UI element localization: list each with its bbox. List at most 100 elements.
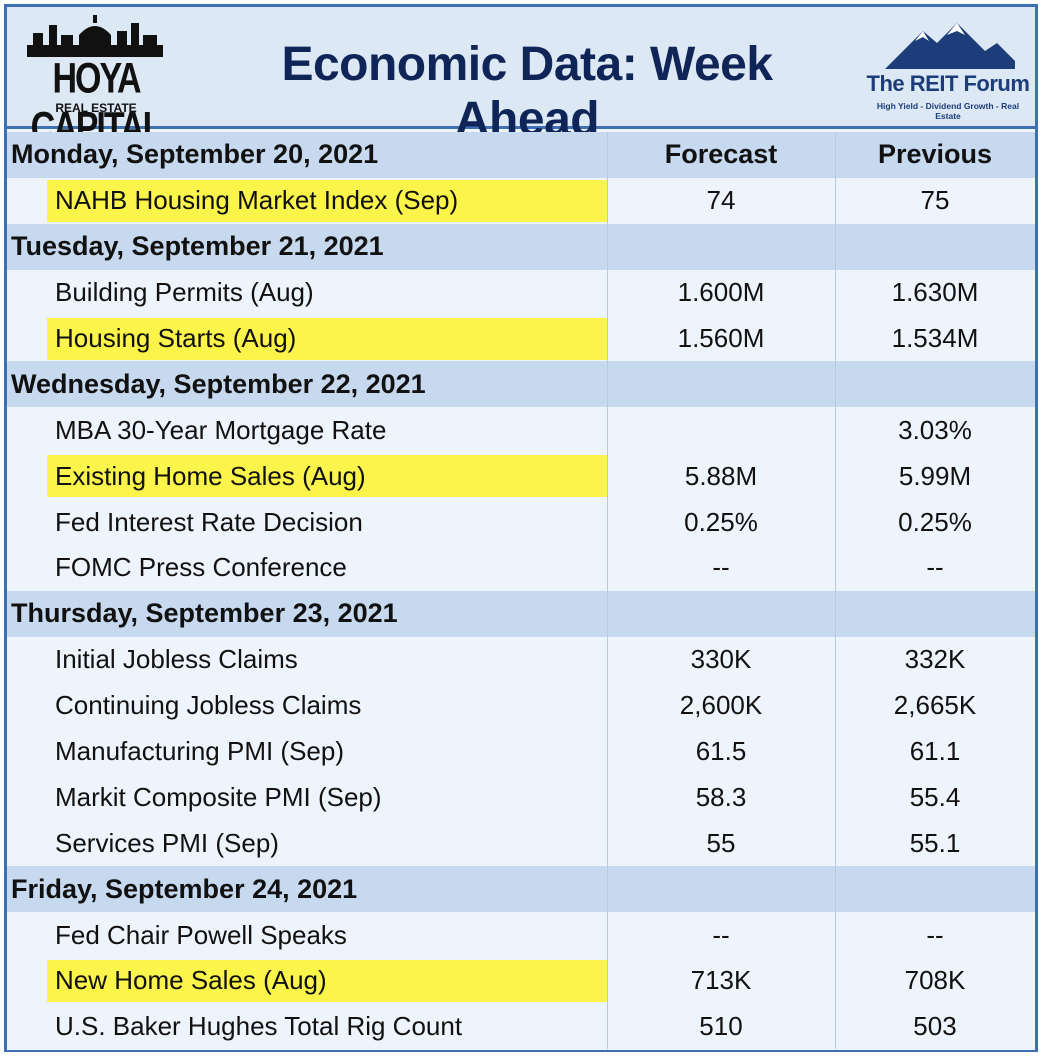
day-header-row: Tuesday, September 21, 2021 <box>7 223 1035 270</box>
event-name-cell: Services PMI (Sep) <box>7 820 607 866</box>
forecast-value: 1.600M <box>677 277 765 308</box>
header: HOYA CAPITAL REAL ESTATE Economic Data: … <box>7 7 1035 151</box>
event-name: Manufacturing PMI (Sep) <box>55 736 345 767</box>
event-name: Markit Composite PMI (Sep) <box>55 781 382 812</box>
event-name-cell: Initial Jobless Claims <box>7 637 607 683</box>
event-name-cell: Fed Interest Rate Decision <box>7 499 607 545</box>
event-row: Fed Chair Powell Speaks -- -- <box>7 912 1035 959</box>
forecast-value <box>607 407 835 453</box>
event-row: Initial Jobless Claims 330K 332K <box>7 636 1035 683</box>
calendar-frame: HOYA CAPITAL REAL ESTATE Economic Data: … <box>4 4 1038 1052</box>
previous-value: 0.25% <box>898 506 972 537</box>
logo-sub-text: REAL ESTATE <box>55 101 137 115</box>
page-title: Economic Data: Week Ahead <box>281 38 773 146</box>
column-divider <box>835 132 836 1049</box>
forecast-value: -- <box>712 919 730 950</box>
previous-value: 61.1 <box>909 736 961 767</box>
forecast-value: 58.3 <box>695 781 747 812</box>
event-row: Manufacturing PMI (Sep) 61.5 61.1 <box>7 728 1035 775</box>
forecast-value: 0.25% <box>684 506 758 537</box>
economic-calendar-table: Monday, September 20, 2021 Forecast Previo… <box>7 132 1035 1050</box>
reit-forum-text: The REIT Forum <box>866 71 1030 96</box>
event-name: U.S. Baker Hughes Total Rig Count <box>55 1011 463 1042</box>
event-name: Building Permits (Aug) <box>55 277 314 308</box>
forecast-value: 1.560M <box>677 323 765 353</box>
event-name-cell: FOMC Press Conference <box>7 545 607 591</box>
previous-value: 1.630M <box>891 277 979 308</box>
event-name: New Home Sales (Aug) <box>55 965 327 996</box>
day-label: Wednesday, September 22, 2021 <box>11 368 426 399</box>
event-name: Existing Home Sales (Aug) <box>55 460 366 491</box>
previous-value: 708K <box>904 965 966 996</box>
event-row: MBA 30-Year Mortgage Rate 3.03% <box>7 407 1035 454</box>
forecast-value: 510 <box>699 1011 743 1042</box>
event-row: Fed Interest Rate Decision 0.25% 0.25% <box>7 499 1035 546</box>
event-name: MBA 30-Year Mortgage Rate <box>55 414 387 445</box>
event-row: Services PMI (Sep) 55 55.1 <box>7 820 1035 867</box>
event-name-cell: Manufacturing PMI (Sep) <box>7 729 607 775</box>
previous-value: 332K <box>904 644 966 675</box>
event-row: NAHB Housing Market Index (Sep) 74 75 <box>7 177 1035 224</box>
highlight-marker <box>47 960 607 1003</box>
event-row: New Home Sales (Aug) 713K 708K <box>7 958 1035 1004</box>
day-header-row: Monday, September 20, 2021 Forecast Previo… <box>7 132 1035 178</box>
reit-forum-logo: The REIT Forum High Yield - Dividend Gro… <box>865 21 1031 121</box>
event-name-cell: Markit Composite PMI (Sep) <box>7 774 607 820</box>
day-label: Tuesday, September 21, 2021 <box>11 231 384 262</box>
hoya-capital-logo: HOYA CAPITAL REAL ESTATE <box>21 15 171 151</box>
forecast-value: 713K <box>690 965 752 996</box>
event-name-cell: New Home Sales (Aug) <box>7 958 607 1004</box>
event-row: Housing Starts (Aug) 1.560M 1.534M <box>7 315 1035 362</box>
highlight-marker <box>47 317 607 360</box>
day-label: Thursday, September 23, 2021 <box>11 598 398 629</box>
event-name: NAHB Housing Market Index (Sep) <box>55 185 459 216</box>
event-name-cell: Continuing Jobless Claims <box>7 683 607 729</box>
event-name: Fed Interest Rate Decision <box>55 506 363 537</box>
event-name: Fed Chair Powell Speaks <box>55 919 347 950</box>
event-row: Markit Composite PMI (Sep) 58.3 55.4 <box>7 774 1035 821</box>
event-row: U.S. Baker Hughes Total Rig Count 510 503 <box>7 1003 1035 1050</box>
previous-value: -- <box>926 919 944 950</box>
event-name-cell: Building Permits (Aug) <box>7 270 607 316</box>
previous-value: 55.4 <box>909 781 961 812</box>
event-name: FOMC Press Conference <box>55 552 347 583</box>
column-divider <box>607 132 608 1049</box>
highlight-marker <box>47 455 607 498</box>
empty-cell <box>835 866 1035 912</box>
event-name: Services PMI (Sep) <box>55 827 279 858</box>
forecast-value: 5.88M <box>684 460 758 491</box>
event-name: Continuing Jobless Claims <box>55 690 362 721</box>
mountain-icon <box>885 23 1015 69</box>
empty-cell <box>607 224 835 270</box>
empty-cell <box>607 591 835 637</box>
event-name-cell: Fed Chair Powell Speaks <box>7 912 607 958</box>
previous-value: 3.03% <box>898 414 972 445</box>
previous-value: 75 <box>920 185 950 216</box>
empty-cell <box>607 361 835 407</box>
forecast-value: -- <box>712 552 730 583</box>
day-header-row: Wednesday, September 22, 2021 <box>7 361 1035 408</box>
event-name: Initial Jobless Claims <box>55 644 298 675</box>
event-name-cell: U.S. Baker Hughes Total Rig Count <box>7 1004 607 1050</box>
event-row: Continuing Jobless Claims 2,600K 2,665K <box>7 682 1035 729</box>
previous-value: 503 <box>913 1011 957 1042</box>
forecast-value: 2,600K <box>679 690 763 721</box>
previous-value: 1.534M <box>891 323 979 353</box>
empty-cell <box>607 866 835 912</box>
capitol-skyline-icon <box>27 15 163 57</box>
day-label: Friday, September 24, 2021 <box>11 873 358 904</box>
previous-value: 55.1 <box>909 827 961 858</box>
event-name-cell: Housing Starts (Aug) <box>7 316 607 362</box>
previous-column-header: Previous <box>877 139 993 170</box>
event-name-cell: Existing Home Sales (Aug) <box>7 453 607 499</box>
day-header-row: Friday, September 24, 2021 <box>7 866 1035 913</box>
event-row: FOMC Press Conference -- -- <box>7 545 1035 591</box>
previous-value: 5.99M <box>898 460 972 491</box>
event-row: Existing Home Sales (Aug) 5.88M 5.99M <box>7 453 1035 500</box>
day-label: Monday, September 20, 2021 <box>11 139 379 170</box>
event-name: Housing Starts (Aug) <box>55 323 297 353</box>
event-name-cell: NAHB Housing Market Index (Sep) <box>7 178 607 224</box>
event-name-cell: MBA 30-Year Mortgage Rate <box>7 407 607 453</box>
forecast-value: 61.5 <box>695 736 747 767</box>
forecast-column-header: Forecast <box>664 139 778 170</box>
